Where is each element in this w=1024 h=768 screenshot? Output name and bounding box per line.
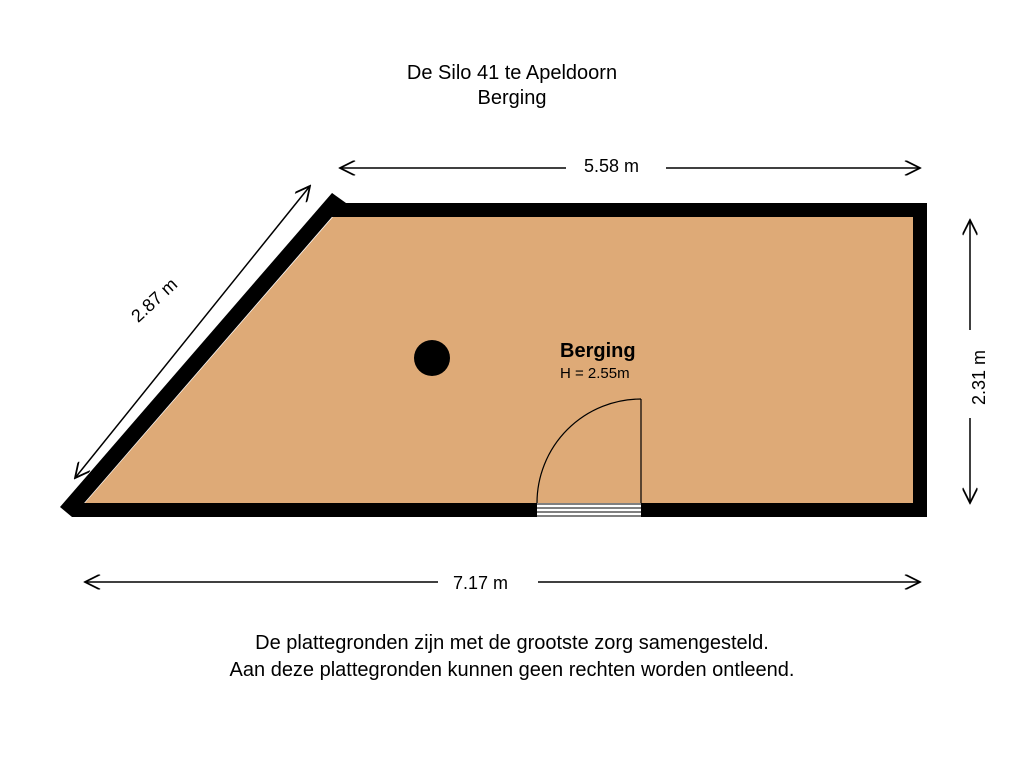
wall-top [332, 203, 927, 217]
wall-miter-topleft [332, 193, 346, 217]
door-threshold [537, 504, 641, 516]
floorplan-canvas: De Silo 41 te Apeldoorn Berging Berging … [0, 0, 1024, 768]
wall-right [913, 203, 927, 517]
room-height-label: H = 2.55m [560, 365, 636, 382]
room-label: Berging H = 2.55m [560, 340, 636, 382]
footer-block: De plattegronden zijn met de grootste zo… [0, 630, 1024, 684]
footer-line2: Aan deze plattegronden kunnen geen recht… [0, 657, 1024, 684]
room-name: Berging [560, 340, 636, 363]
title-block: De Silo 41 te Apeldoorn Berging [0, 62, 1024, 110]
wall-bottom-right [641, 503, 927, 517]
dim-right-label: 2.31 m [969, 350, 990, 405]
column-dot [414, 340, 450, 376]
title-line1: De Silo 41 te Apeldoorn [0, 62, 1024, 85]
title-line2: Berging [0, 87, 1024, 110]
dim-bottom-label: 7.17 m [453, 573, 508, 594]
footer-line1: De plattegronden zijn met de grootste zo… [0, 630, 1024, 657]
dim-top-label: 5.58 m [584, 156, 639, 177]
wall-bottom-left [72, 503, 537, 517]
